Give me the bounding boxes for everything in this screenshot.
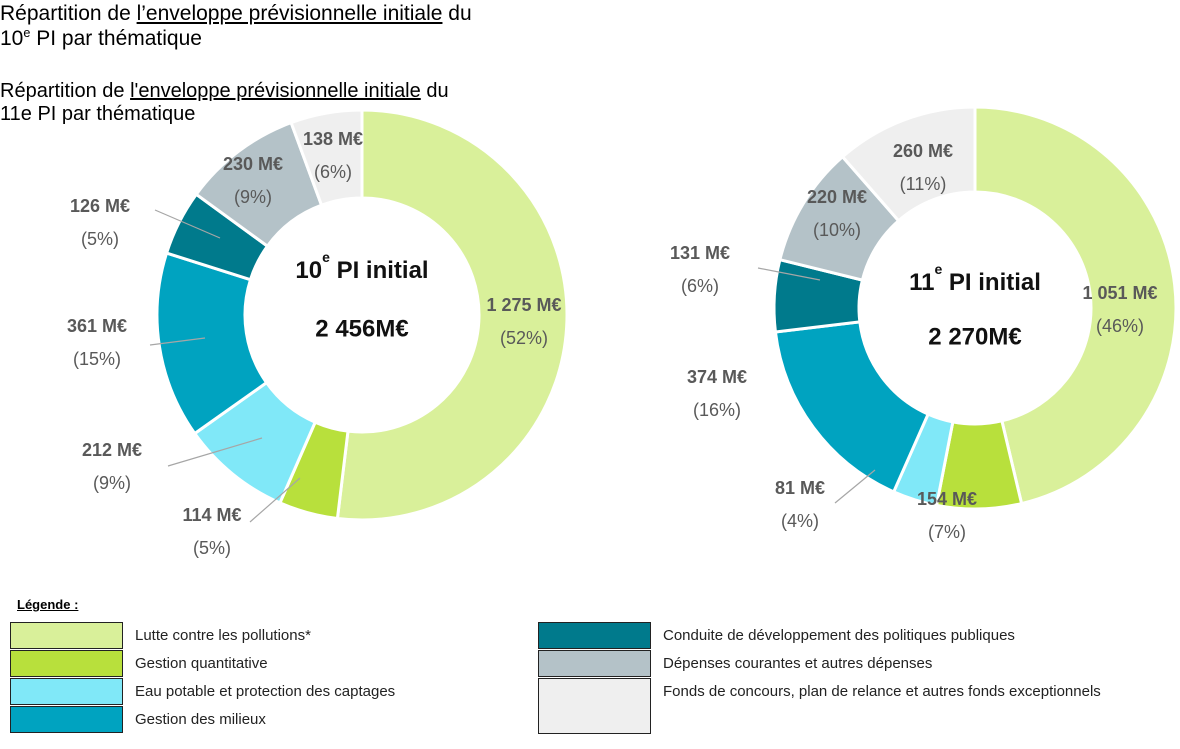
percent-label: (5%) [81, 229, 119, 249]
leader-line [149, 337, 206, 346]
legend-text: Lutte contre les pollutions* [135, 627, 311, 644]
percent-label: (11%) [900, 174, 947, 194]
value-label: 260 M€ [893, 141, 953, 161]
percent-label: (16%) [693, 400, 741, 420]
title-part: PI par thématique [30, 27, 202, 50]
title-part: e [23, 26, 31, 40]
percent-label: (9%) [93, 473, 131, 493]
title-part: Répartition de [0, 80, 131, 102]
value-label: 131 M€ [670, 243, 730, 263]
value-label: 138 M€ [303, 129, 363, 149]
legend-text: Gestion quantitative [135, 655, 268, 672]
center-title: 10e PI initial [295, 249, 428, 285]
legend-label: Gestion quantitative [135, 650, 515, 677]
legend-swatch [538, 622, 651, 649]
title-part: l'enveloppe prévisionnelle initiale [130, 80, 421, 102]
center-title-part: 10 [295, 257, 322, 284]
center-title-part: e [934, 261, 942, 277]
legend-text: Dépenses courantes et autres dépenses [663, 655, 933, 672]
percent-label: (10%) [813, 220, 861, 240]
value-label: 126 M€ [70, 196, 130, 216]
percent-label: (7%) [928, 522, 966, 542]
legend-text: Eau potable et protection des captages [135, 683, 396, 700]
center-title-part: 11 [909, 269, 934, 296]
donut-segment [840, 105, 977, 223]
legend-label: Gestion des milieux [135, 706, 515, 733]
percent-label: (46%) [1096, 316, 1144, 336]
donut-segment [289, 108, 364, 208]
value-label: 212 M€ [82, 440, 142, 460]
legend-swatch [10, 650, 123, 677]
legend-label: Dépenses courantes et autres dépenses [663, 650, 1113, 677]
legend-swatch [538, 678, 651, 734]
percent-label: (6%) [314, 162, 352, 182]
percent-label: (15%) [73, 349, 121, 369]
leader-line [249, 477, 301, 523]
center-title: 11e PI initial [909, 261, 1041, 297]
value-label: 361 M€ [67, 316, 127, 336]
leader-line [834, 469, 876, 504]
percent-label: (5%) [193, 538, 231, 558]
legend-text: Gestion des milieux [135, 711, 266, 728]
legend-swatch [10, 706, 123, 733]
title-part: Répartition de [0, 2, 137, 25]
percent-label: (52%) [500, 328, 548, 348]
legend-swatch [538, 650, 651, 677]
legend-text: Conduite de développement des politiques… [663, 627, 1015, 644]
leader-line [757, 267, 821, 281]
value-label: 220 M€ [807, 187, 867, 207]
legend-label: Conduite de développement des politiques… [663, 622, 1113, 649]
center-total: 2 456M€ [315, 315, 408, 342]
title-part: l’enveloppe prévisionnelle initiale [136, 2, 443, 25]
value-label: 374 M€ [687, 367, 747, 387]
title-part: du 10 [0, 2, 472, 50]
value-label: 154 M€ [917, 489, 977, 509]
legend-swatch [10, 622, 123, 649]
donut-segment [335, 108, 569, 522]
chart-title: Répartition de l'enveloppe prévisionnell… [0, 76, 475, 150]
leader-line [167, 437, 263, 467]
legend-label: Lutte contre les pollutions* [135, 622, 515, 649]
legend-swatch [10, 678, 123, 705]
leader-line [154, 209, 221, 239]
value-label: 1 051 M€ [1082, 283, 1157, 303]
chart-title: Répartition de l’enveloppe prévisionnell… [0, 0, 480, 76]
legend-text: Fonds de concours, plan de relance et au… [663, 683, 1101, 700]
percent-label: (6%) [681, 276, 719, 296]
center-title-part: e [322, 249, 330, 265]
center-title-part: PI initial [942, 269, 1041, 296]
donut-segment [973, 105, 1178, 506]
legend-label: Eau potable et protection des captages [135, 678, 515, 705]
value-label: 81 M€ [775, 478, 825, 498]
percent-label: (9%) [234, 187, 272, 207]
center-title-part: PI initial [330, 257, 429, 284]
title-part: du 11e PI par thématique [0, 80, 449, 125]
value-label: 230 M€ [223, 154, 283, 174]
value-label: 1 275 M€ [486, 295, 561, 315]
donut-segment [773, 320, 931, 494]
center-total: 2 270M€ [928, 323, 1021, 350]
legend-title: Légende : [17, 597, 79, 612]
legend-label: Fonds de concours, plan de relance et au… [663, 678, 1113, 705]
value-label: 114 M€ [182, 505, 241, 525]
percent-label: (4%) [781, 511, 819, 531]
